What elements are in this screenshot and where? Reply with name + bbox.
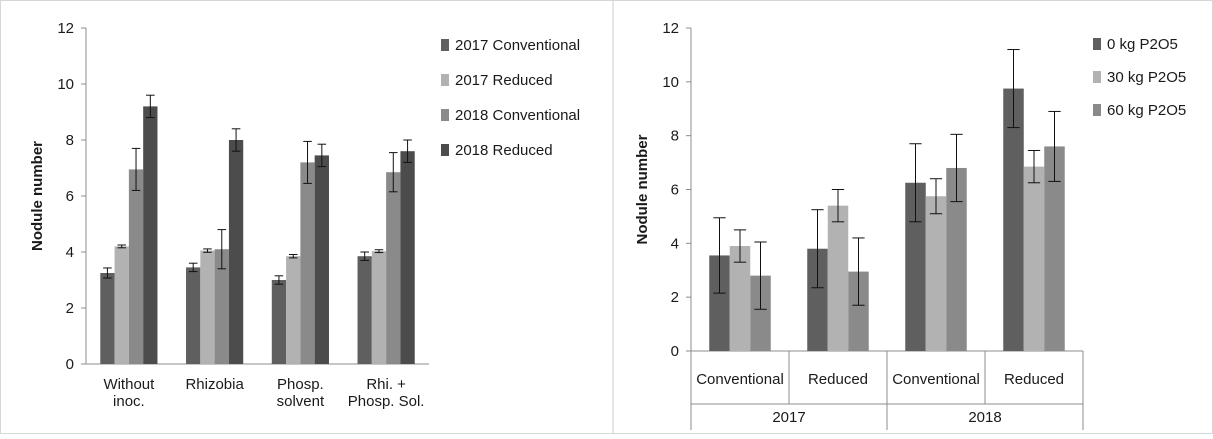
bar	[371, 251, 387, 364]
bar	[200, 250, 215, 364]
bar	[271, 280, 287, 364]
legend-label: 0 kg P2O5	[1107, 36, 1178, 53]
bar	[286, 256, 301, 364]
x-tick-label: Conventional	[696, 371, 784, 388]
x-tick-label: inoc.	[113, 393, 145, 410]
bar	[128, 169, 144, 364]
bar	[186, 267, 201, 364]
y-tick-label: 0	[671, 343, 679, 360]
y-tick-label: 6	[66, 188, 74, 205]
x-tick-label: Phosp. Sol.	[348, 393, 425, 410]
bar	[827, 205, 849, 351]
x-tick-label: Reduced	[808, 371, 868, 388]
x-tick-label: Reduced	[1004, 371, 1064, 388]
legend-swatch	[441, 39, 449, 51]
bar	[729, 246, 751, 351]
legend-swatch	[441, 109, 449, 121]
x-group-label: 2017	[772, 409, 805, 426]
legend-swatch	[441, 74, 449, 86]
chart-panel-right: 0 2 4 6 8 10 12 Nodule number Conventional Reduce…	[634, 20, 1186, 430]
bar	[750, 275, 771, 351]
y-tick-label: 6	[671, 182, 679, 199]
bar	[1003, 88, 1024, 351]
y-tick-label: 4	[671, 235, 679, 252]
legend-swatch	[1093, 71, 1101, 83]
x-tick-label: Without	[103, 376, 155, 393]
legend-label: 2017 Conventional	[455, 37, 580, 54]
y-tick-label: 8	[66, 132, 74, 149]
bar	[946, 167, 967, 351]
bar	[214, 249, 229, 364]
y-axis-title: Nodule number	[634, 134, 651, 244]
bar	[114, 246, 129, 364]
bar	[400, 151, 415, 364]
bar	[1044, 146, 1065, 351]
bar	[143, 106, 158, 365]
y-tick-label: 12	[57, 20, 74, 37]
bar	[100, 273, 115, 364]
legend-label: 60 kg P2O5	[1107, 102, 1186, 119]
bar	[314, 155, 329, 364]
y-tick-label: 10	[57, 76, 74, 93]
y-tick-label: 2	[671, 289, 679, 306]
legend-label: 2017 Reduced	[455, 72, 553, 89]
x-tick-label: Conventional	[892, 371, 980, 388]
bar	[228, 140, 244, 364]
bar	[1023, 166, 1045, 351]
x-tick-label: Rhizobia	[185, 376, 244, 393]
bar	[357, 256, 372, 364]
y-tick-label: 2	[66, 300, 74, 317]
bar	[807, 248, 828, 351]
legend-swatch	[441, 144, 449, 156]
bar	[709, 255, 730, 351]
bar	[925, 196, 947, 351]
y-tick-label: 8	[671, 128, 679, 145]
x-tick-label: Phosp.	[277, 376, 324, 393]
y-tick-label: 12	[662, 20, 679, 37]
legend-swatch	[1093, 104, 1101, 116]
x-tick-label: solvent	[277, 393, 325, 410]
bar	[905, 182, 926, 351]
x-group-label: 2018	[968, 409, 1001, 426]
x-tick-label: Rhi. +	[366, 376, 406, 393]
legend-label: 2018 Reduced	[455, 142, 553, 159]
y-tick-label: 4	[66, 244, 74, 261]
y-tick-label: 0	[66, 356, 74, 373]
legend-swatch	[1093, 38, 1101, 50]
legend-label: 30 kg P2O5	[1107, 69, 1186, 86]
bar	[300, 162, 315, 364]
bar	[386, 172, 401, 364]
legend-label: 2018 Conventional	[455, 107, 580, 124]
y-axis-title: Nodule number	[29, 141, 46, 251]
y-tick-label: 10	[662, 74, 679, 91]
bar	[848, 271, 869, 351]
